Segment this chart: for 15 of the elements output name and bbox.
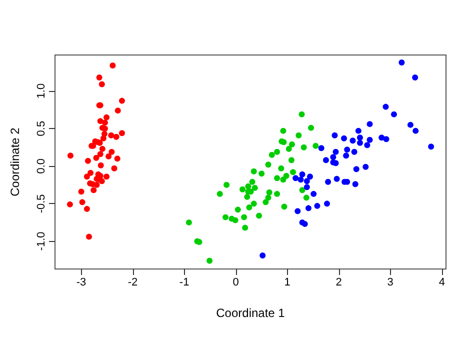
y-tick-label: -0.5 bbox=[36, 194, 48, 214]
x-tick-label: 2 bbox=[336, 276, 342, 288]
y-axis-title: Coordinate 2 bbox=[8, 127, 22, 196]
y-tick-label: 0.0 bbox=[36, 158, 48, 174]
x-tick-label: -2 bbox=[128, 276, 138, 288]
y-tick-label: -1.0 bbox=[36, 232, 48, 251]
x-tick-label: -3 bbox=[76, 276, 86, 288]
x-tick-label: 0 bbox=[232, 276, 239, 288]
x-axis-title: Coordinate 1 bbox=[216, 306, 286, 320]
x-tick-label: 1 bbox=[284, 276, 290, 288]
y-tick-label: 0.5 bbox=[36, 120, 48, 136]
x-tick-label: 3 bbox=[387, 276, 394, 288]
x-tick-label: 4 bbox=[438, 276, 445, 288]
x-tick-label: -1 bbox=[179, 276, 190, 288]
y-tick-label: 1.0 bbox=[36, 83, 48, 99]
